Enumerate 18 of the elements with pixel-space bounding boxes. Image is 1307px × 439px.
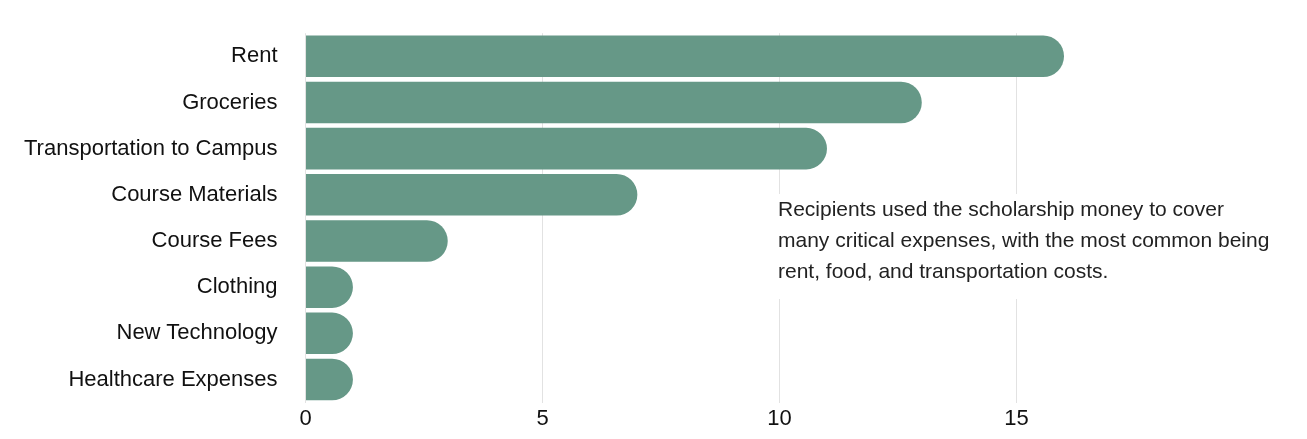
y-tick-label: Course Materials — [111, 180, 278, 206]
y-tick-label: Transportation to Campus — [24, 134, 278, 160]
y-tick-label: Clothing — [196, 273, 278, 299]
bar — [306, 35, 1064, 78]
bar — [306, 220, 448, 262]
x-tick-label: 10 — [767, 404, 792, 430]
bar — [306, 81, 922, 124]
y-tick-label: Healthcare Expenses — [68, 365, 278, 391]
x-tick-label: 5 — [536, 404, 549, 430]
y-tick-label: Course Fees — [151, 227, 278, 253]
y-tick-label: Rent — [231, 42, 278, 68]
x-tick-label: 0 — [299, 404, 312, 430]
y-tick-label: Groceries — [182, 88, 278, 114]
annotation: Recipients used the scholarship money to cover many critical expenses, with the most common being rent, food, and transportation costs. — [778, 197, 1270, 283]
y-tick-label: New Technology — [116, 319, 278, 345]
bar — [306, 174, 638, 216]
x-tick-label: 15 — [1004, 404, 1029, 430]
bar — [306, 127, 827, 170]
